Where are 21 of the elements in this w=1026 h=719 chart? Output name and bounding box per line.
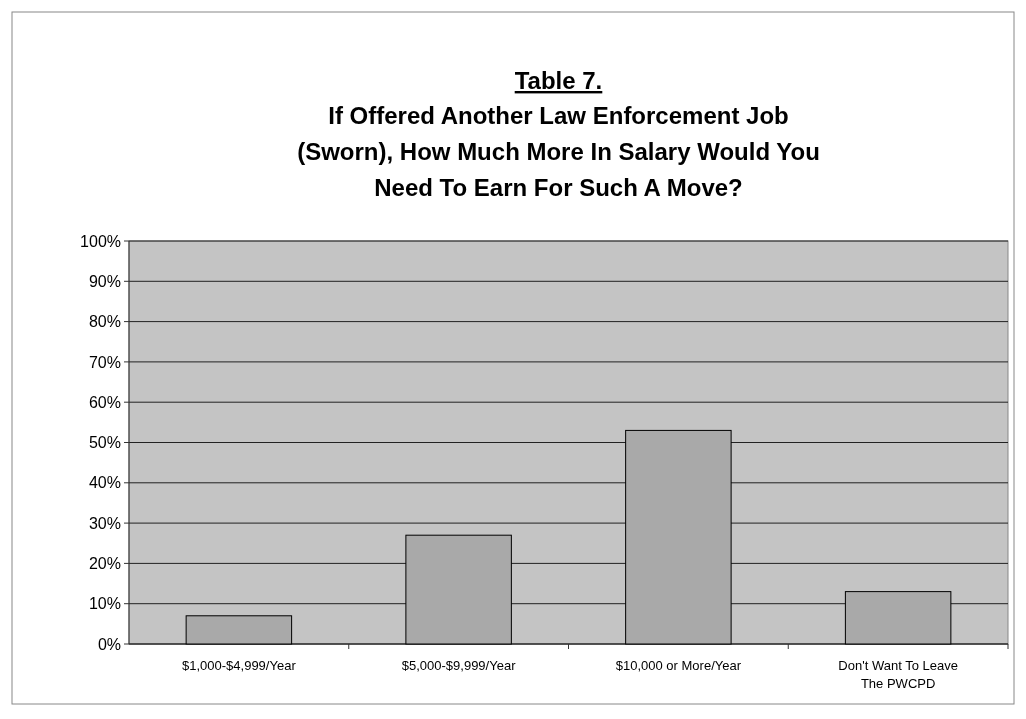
y-tick-label: 100% <box>80 232 121 250</box>
y-tick-label: 20% <box>88 555 121 572</box>
y-tick-label: 80% <box>88 313 121 331</box>
x-tick-label: $1,000-$4,999/Year <box>182 658 297 673</box>
chart-title: Table 7. <box>514 67 603 94</box>
y-tick-label: 10% <box>88 595 121 613</box>
bar <box>625 429 732 645</box>
chart-subtitle: If Offered Another Law Enforcement Job (Sworn), How Much More In Salary Would You Need To Earn For Such A Move? <box>297 102 820 201</box>
bar <box>185 615 293 645</box>
y-tick-label: 90% <box>88 272 121 290</box>
x-tick-label: $5,000-$9,999/Year <box>401 658 517 673</box>
y-tick-label: 70% <box>88 353 121 371</box>
y-tick-label: 50% <box>88 434 121 452</box>
bar <box>405 534 512 645</box>
y-tick-label: 60% <box>88 393 121 411</box>
x-tick-label: Don't Want To Leave The PWCPD <box>838 658 958 691</box>
y-tick-label: 30% <box>88 514 121 532</box>
y-tick-label: 0% <box>97 635 121 653</box>
bar <box>844 591 952 645</box>
x-tick-label: $10,000 or More/Year <box>615 658 742 673</box>
y-tick-label: 40% <box>88 474 121 492</box>
